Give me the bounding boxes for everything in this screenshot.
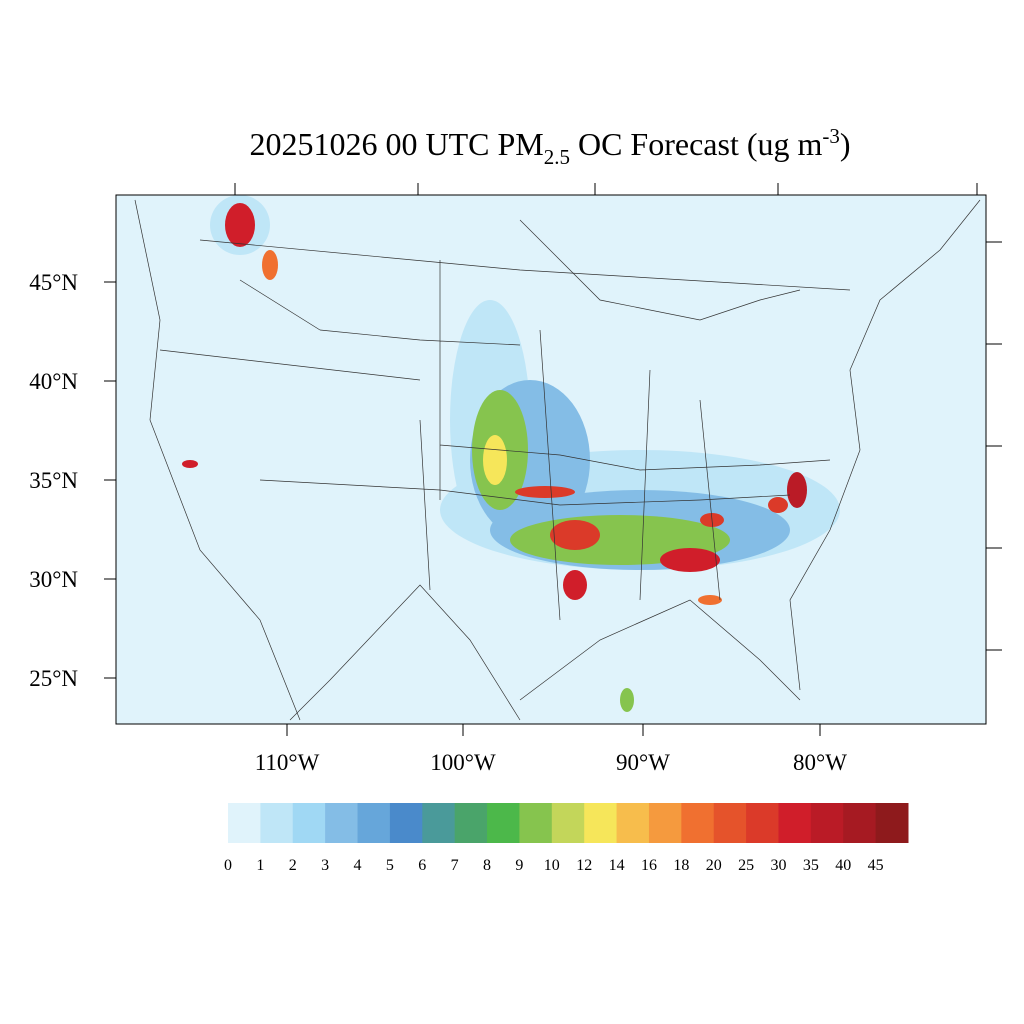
colorbar-box bbox=[422, 803, 456, 843]
colorbar-label: 4 bbox=[354, 857, 362, 874]
colorbar-box bbox=[648, 803, 682, 843]
state-border bbox=[159, 239, 851, 621]
plume bbox=[515, 486, 575, 498]
colorbar-label: 14 bbox=[609, 857, 625, 874]
plume bbox=[563, 570, 587, 600]
colorbar-label: 35 bbox=[803, 857, 819, 874]
colorbar-box bbox=[616, 803, 650, 843]
lon-label: 110°W bbox=[255, 750, 320, 775]
colorbar-label: 16 bbox=[641, 857, 657, 874]
title-part: OC Forecast (ug m bbox=[570, 126, 823, 162]
colorbar-box bbox=[260, 803, 294, 843]
colorbar-label: 20 bbox=[706, 857, 722, 874]
lat-label: 45°N bbox=[29, 270, 78, 295]
plume bbox=[660, 548, 720, 572]
colorbar-box bbox=[875, 803, 909, 843]
colorbar-label: 8 bbox=[483, 857, 491, 874]
colorbar-box bbox=[551, 803, 585, 843]
title-part: ) bbox=[840, 126, 851, 162]
coastline bbox=[134, 199, 981, 721]
plume bbox=[225, 203, 255, 247]
colorbar-box bbox=[778, 803, 812, 843]
title-sub: 2.5 bbox=[544, 145, 570, 169]
colorbar-label: 12 bbox=[576, 857, 592, 874]
colorbar-box bbox=[713, 803, 747, 843]
colorbar-box bbox=[746, 803, 779, 843]
colorbar-label: 3 bbox=[321, 857, 329, 874]
title-sup: -3 bbox=[822, 124, 840, 148]
plume bbox=[483, 435, 507, 485]
plume bbox=[262, 250, 278, 280]
colorbar-label: 5 bbox=[386, 857, 394, 874]
colorbar-box bbox=[681, 803, 715, 843]
plume bbox=[550, 520, 600, 550]
colorbar-label: 45 bbox=[868, 857, 884, 874]
lon-label: 80°W bbox=[793, 750, 847, 775]
colorbar: 0 1 2 3 4 5 6 7 8 9 10 12 14 16 18 20 25 30 35 40 45 bbox=[224, 803, 909, 874]
colorbar-box bbox=[325, 803, 359, 843]
lon-label: 90°W bbox=[616, 750, 670, 775]
colorbar-label: 7 bbox=[451, 857, 459, 874]
colorbar-box bbox=[228, 803, 261, 843]
colorbar-box bbox=[454, 803, 488, 843]
colorbar-box bbox=[519, 803, 553, 843]
plume bbox=[698, 595, 722, 605]
colorbar-box bbox=[584, 803, 618, 843]
colorbar-label: 25 bbox=[738, 857, 754, 874]
colorbar-box bbox=[843, 803, 877, 843]
lon-label: 100°W bbox=[430, 750, 496, 775]
map-frame bbox=[115, 194, 987, 725]
colorbar-label: 9 bbox=[515, 857, 523, 874]
map-ticks bbox=[234, 183, 1002, 651]
colorbar-label: 10 bbox=[544, 857, 560, 874]
colorbar-box bbox=[292, 803, 326, 843]
colorbar-label: 2 bbox=[289, 857, 297, 874]
colorbar-label: 1 bbox=[256, 857, 264, 874]
lat-label: 30°N bbox=[29, 567, 78, 592]
lat-label: 25°N bbox=[29, 666, 78, 691]
colorbar-label: 0 bbox=[224, 857, 232, 874]
plume bbox=[182, 460, 198, 468]
lat-label: 35°N bbox=[29, 468, 78, 493]
colorbar-box bbox=[389, 803, 423, 843]
plume bbox=[620, 688, 634, 712]
title: 20251026 00 UTC PM2.5 OC Forecast (ug m-… bbox=[249, 124, 850, 169]
title-part: 20251026 00 UTC PM bbox=[249, 126, 543, 162]
axis-labels: 45°N 40°N 35°N 30°N 25°N 110°W 100°W 90°W 80°W bbox=[29, 270, 847, 775]
colorbar-label: 30 bbox=[770, 857, 786, 874]
plume bbox=[787, 472, 807, 508]
map-field bbox=[116, 195, 986, 724]
colorbar-label: 18 bbox=[673, 857, 689, 874]
lat-label: 40°N bbox=[29, 369, 78, 394]
colorbar-label: 40 bbox=[835, 857, 851, 874]
colorbar-box bbox=[357, 803, 391, 843]
colorbar-box bbox=[810, 803, 844, 843]
colorbar-label: 6 bbox=[418, 857, 426, 874]
plume bbox=[768, 497, 788, 513]
colorbar-box bbox=[487, 803, 520, 843]
